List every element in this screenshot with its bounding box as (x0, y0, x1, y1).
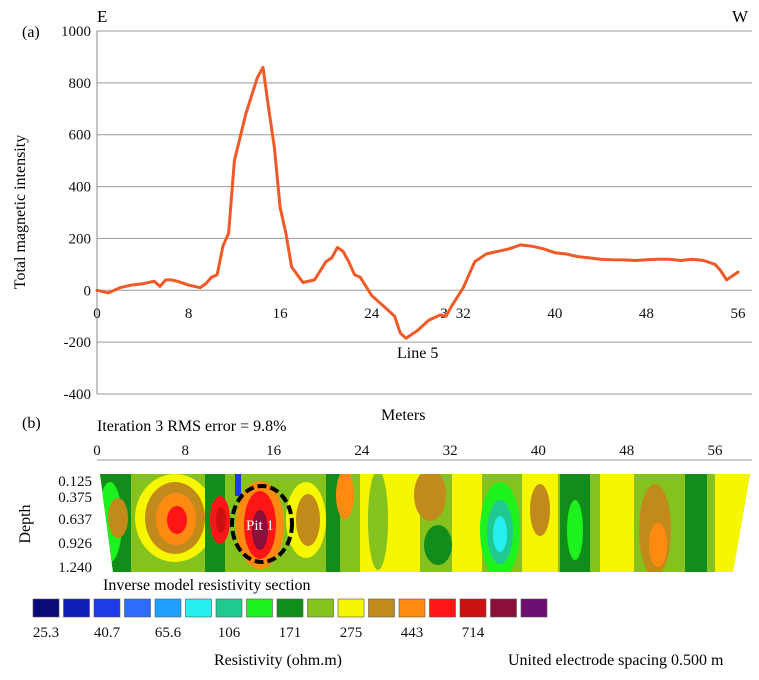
colorbar-swatch (368, 598, 395, 618)
pit-label: Pit 1 (246, 518, 274, 534)
colorbar-tick-label: 714 (462, 625, 485, 641)
meters-tick-labels: 0 8 16 24 32 40 48 56 (93, 443, 723, 459)
y-tick-label: 600 (69, 128, 92, 144)
meters-tick-label: 16 (266, 443, 282, 459)
y-tick-labels: 1000 800 600 400 200 0 -200 -400 (61, 24, 91, 403)
meters-tick-label: 0 (93, 443, 101, 459)
y-tick-label: 0 (84, 283, 92, 299)
colorbar-swatch (154, 598, 182, 618)
colorbar-swatch (337, 598, 365, 618)
colorbar-tick-labels: 25.3 40.7 65.6 106 171 275 443 714 (33, 625, 485, 641)
pit-outline (230, 484, 294, 564)
colorbar-tick-label: 106 (218, 625, 241, 641)
colorbar (32, 598, 548, 618)
x-axis-label: Meters (381, 407, 425, 424)
y-tick-label: -400 (64, 387, 92, 403)
grid-lines (97, 30, 752, 395)
colorbar-swatch (307, 598, 334, 618)
x-tick-label: 56 (731, 306, 747, 322)
colorbar-tick-label: 171 (279, 625, 302, 641)
meters-tick-label: 8 (182, 443, 190, 459)
depth-tick-label: 1.240 (58, 560, 92, 576)
section-title: Inverse model resistivity section (103, 577, 311, 594)
x-tick-label: 32 (456, 306, 471, 322)
x-tick-label: 40 (547, 306, 562, 322)
resistivity-section: (b) Iteration 3 RMS error = 9.8% Meters … (17, 407, 752, 669)
meters-tick-label: 40 (531, 443, 546, 459)
colorbar-label: Resistivity (ohm.m) (214, 652, 342, 669)
colorbar-swatch (459, 598, 487, 618)
x-tick-label: 16 (273, 306, 289, 322)
colorbar-swatch (429, 598, 456, 618)
line-annotation: Line 5 (397, 345, 438, 362)
colorbar-swatch (93, 598, 121, 618)
colorbar-swatch (520, 598, 548, 618)
direction-east-label: E (97, 7, 107, 26)
x-tick-labels: 0 8 16 24 32 40 48 56 (93, 306, 746, 322)
colorbar-swatch (276, 598, 304, 618)
y-tick-label: 800 (69, 76, 92, 92)
direction-west-label: W (732, 7, 749, 26)
colorbar-tick-label: 25.3 (33, 625, 59, 641)
panel-b-label: (b) (22, 415, 41, 432)
depth-tick-label: 0.375 (58, 490, 92, 506)
depth-tick-label: 0.637 (58, 512, 92, 528)
colorbar-swatch (32, 598, 60, 618)
y-tick-label: 200 (69, 231, 92, 247)
x-tick-label: 8 (185, 306, 193, 322)
depth-tick-label: 0.926 (58, 536, 92, 552)
meters-tick-label: 56 (708, 443, 724, 459)
colorbar-swatch (246, 598, 273, 618)
colorbar-tick-label: 40.7 (94, 625, 121, 641)
colorbar-swatch (490, 598, 517, 618)
depth-tick-label: 0.125 (58, 474, 92, 490)
colorbar-swatch (63, 598, 90, 618)
colorbar-swatch (185, 598, 212, 618)
colorbar-swatch (124, 598, 151, 618)
panel-a-label: (a) (22, 24, 40, 41)
y-tick-label: 400 (69, 180, 92, 196)
colorbar-tick-label: 443 (401, 625, 424, 641)
magnetic-intensity-line (95, 65, 740, 340)
y-tick-label: 1000 (61, 24, 91, 40)
colorbar-swatch (398, 598, 426, 618)
meters-tick-label: 48 (619, 443, 634, 459)
colorbar-swatch (215, 598, 243, 618)
electrode-spacing-note: United electrode spacing 0.500 m (508, 652, 724, 669)
colorbar-tick-label: 275 (340, 625, 363, 641)
meters-tick-label: 32 (443, 443, 458, 459)
x-tick-label: 24 (364, 306, 380, 322)
meters-tick-label: 24 (354, 443, 370, 459)
hidden-tick-label: 3 (440, 306, 448, 322)
y-tick-label: -200 (64, 335, 92, 351)
y-axis-label: Total magnetic intensity (12, 135, 29, 289)
depth-axis-label: Depth (17, 504, 34, 543)
x-tick-label: 0 (93, 306, 101, 322)
x-tick-label: 48 (639, 306, 654, 322)
iteration-title: Iteration 3 RMS error = 9.8% (97, 418, 286, 435)
colorbar-tick-label: 65.6 (155, 625, 182, 641)
resistivity-section-image (100, 474, 750, 572)
